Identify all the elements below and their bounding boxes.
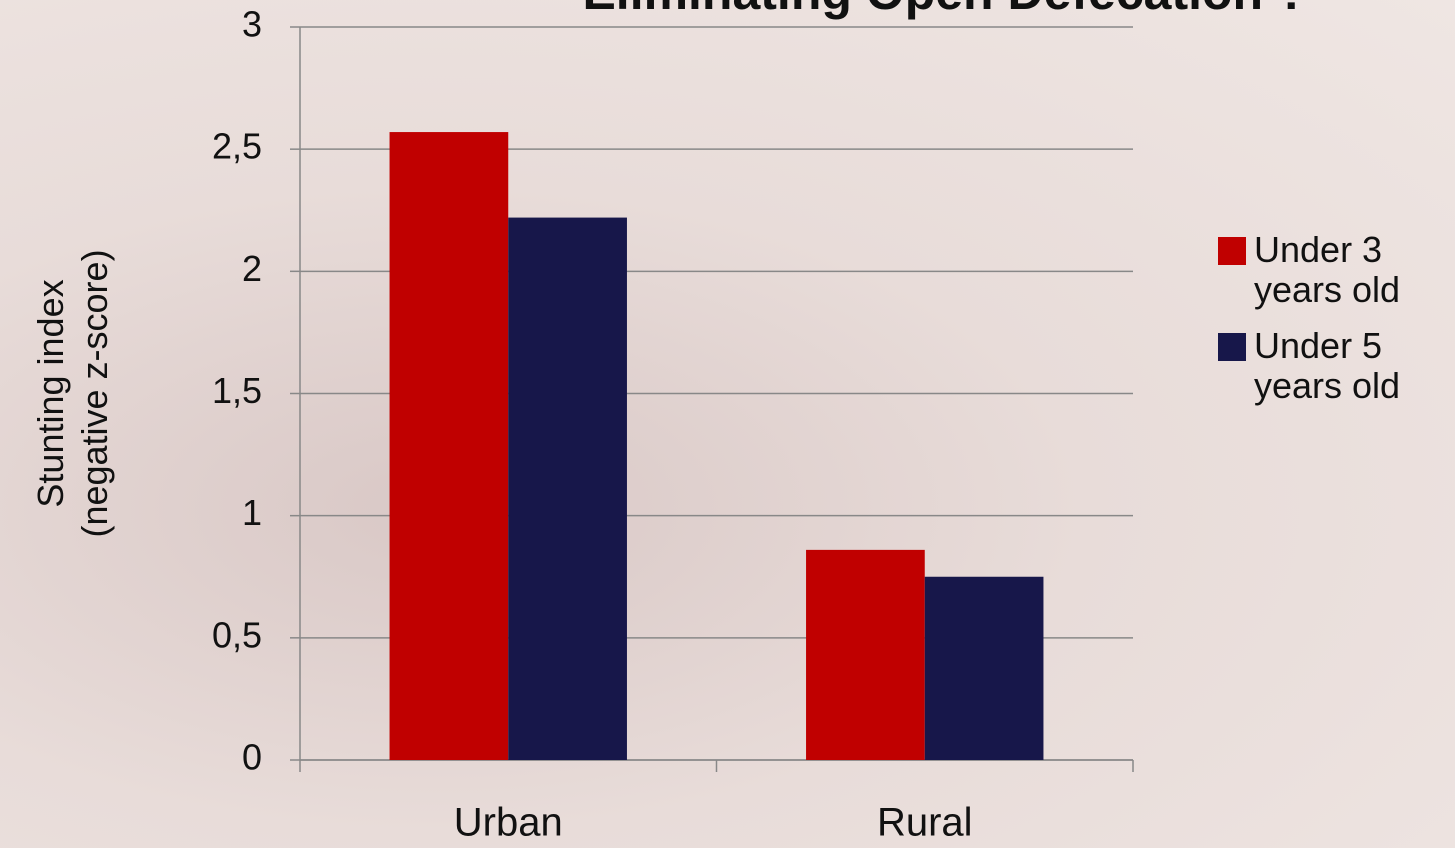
bar [806,550,925,760]
chart-title: Eliminating Open Defecation ? [582,0,1307,20]
legend-label: Under 5 years old [1254,326,1455,406]
legend-item: Under 5 years old [1218,326,1455,406]
bar [508,218,627,760]
page: Eliminating Open Defecation ? 0 0,5 1 1,5 2 2… [0,0,1455,848]
y-axis-label-line: (negative z-score) [74,249,115,537]
y-tick-label: 1 [242,492,262,533]
y-tick-label: 3 [242,4,262,45]
y-tick-label: 1,5 [212,370,262,411]
legend-swatch [1218,237,1246,265]
y-tick-label: 2 [242,248,262,289]
chart: Eliminating Open Defecation ? 0 0,5 1 1,5 2 2… [0,0,1455,848]
legend: Under 3 years old Under 5 years old [1218,230,1455,422]
legend-item: Under 3 years old [1218,230,1455,310]
x-tick-label: Rural [877,801,973,845]
bar [390,132,509,760]
y-tick-label: 2,5 [212,126,262,167]
legend-swatch [1218,333,1246,361]
y-tick-label: 0 [242,737,262,778]
legend-label: Under 3 years old [1254,230,1455,310]
y-axis-label-line: Stunting index [30,279,71,507]
y-axis-label: Stunting index(negative z-score) [30,249,115,537]
bar [925,577,1044,760]
x-tick-label: Urban [454,801,563,845]
y-tick-label: 0,5 [212,614,262,655]
